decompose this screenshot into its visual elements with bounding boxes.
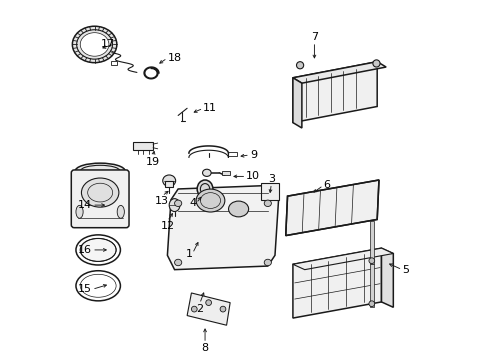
Bar [260,183,279,201]
Ellipse shape [80,33,109,56]
Text: 7: 7 [310,32,317,42]
Polygon shape [292,62,376,123]
Polygon shape [292,62,386,83]
Ellipse shape [205,300,211,306]
Ellipse shape [264,259,271,266]
Bar [369,264,373,307]
Bar [369,221,373,264]
Text: 8: 8 [201,343,208,353]
Text: 11: 11 [203,103,217,113]
Text: 14: 14 [78,200,92,210]
Ellipse shape [296,62,303,69]
Ellipse shape [372,60,379,67]
Ellipse shape [117,205,124,218]
Bar [133,141,153,150]
Ellipse shape [174,200,182,207]
Ellipse shape [163,175,175,186]
Text: 16: 16 [78,245,92,255]
Polygon shape [187,293,230,325]
Text: 10: 10 [246,171,260,181]
Text: 13: 13 [155,196,169,206]
Bar [164,181,173,187]
Ellipse shape [191,306,197,312]
Ellipse shape [174,259,182,266]
Polygon shape [167,185,278,270]
Ellipse shape [196,189,224,212]
Ellipse shape [264,200,271,207]
Ellipse shape [169,199,180,212]
Text: 15: 15 [78,284,92,294]
Text: 2: 2 [196,304,203,314]
Ellipse shape [202,169,211,176]
FancyBboxPatch shape [71,170,129,228]
Text: 1: 1 [185,248,192,258]
Text: 6: 6 [323,180,330,190]
Text: 3: 3 [267,174,274,184]
Bar [222,171,230,175]
Text: 5: 5 [402,265,408,275]
Polygon shape [292,78,301,128]
Ellipse shape [368,258,374,264]
Text: 18: 18 [167,53,181,63]
Text: 12: 12 [160,221,174,231]
Text: 9: 9 [249,150,257,160]
Ellipse shape [76,205,83,218]
Ellipse shape [220,306,225,312]
Ellipse shape [72,26,117,63]
Ellipse shape [75,163,125,179]
Bar [228,152,237,156]
Ellipse shape [368,301,374,307]
Ellipse shape [197,180,212,198]
Text: 19: 19 [146,157,160,167]
Bar [110,61,117,65]
Polygon shape [292,248,381,318]
Ellipse shape [228,201,248,217]
Text: 17: 17 [101,39,115,49]
Polygon shape [292,248,392,270]
Ellipse shape [81,178,119,207]
Polygon shape [285,180,378,235]
Text: 4: 4 [188,198,196,208]
Ellipse shape [80,238,116,261]
Polygon shape [381,248,392,307]
